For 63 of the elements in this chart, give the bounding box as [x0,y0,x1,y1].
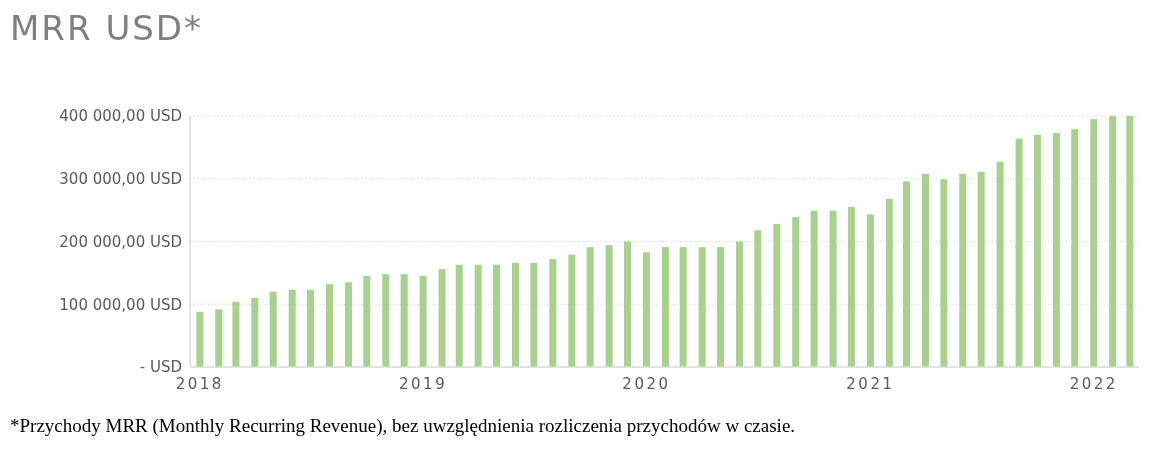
bar [419,276,427,367]
bar [959,173,967,367]
x-tick-label: 2018 [175,375,224,393]
bar [1015,138,1023,367]
bar [493,264,501,367]
bar [1090,119,1098,367]
bar [530,262,538,367]
bar [623,241,631,367]
bar [866,214,874,367]
y-tick-label: - USD [139,358,182,377]
bar [679,247,687,367]
bar [512,262,520,367]
y-tick-label: 400 000,00 USD [59,107,182,126]
bar [326,284,334,367]
bar [642,252,650,367]
bar [586,247,594,367]
bar [996,161,1004,367]
chart-title: MRR USD* [10,8,204,48]
bar [902,181,910,367]
bar [940,179,948,367]
bar [698,247,706,367]
bar [977,171,985,367]
bar [455,264,463,367]
bar [307,289,315,367]
x-tick-label: 2020 [622,375,671,393]
bar [1052,132,1060,367]
bar [829,210,837,367]
bar [754,230,762,367]
bar [1109,116,1117,367]
y-tick-label: 200 000,00 USD [59,232,182,251]
x-tick-label: 2019 [399,375,448,393]
bar [810,210,818,367]
bar [438,269,446,367]
bar [605,245,613,367]
bar [1126,116,1134,367]
bar [1033,134,1041,367]
y-tick-label: 100 000,00 USD [59,295,182,314]
bar [885,198,893,367]
bar [847,206,855,367]
x-tick-label: 2021 [846,375,895,393]
bar [269,291,277,367]
bar [921,173,929,367]
bar [792,217,800,367]
y-tick-label: 300 000,00 USD [59,170,182,188]
bar [215,309,223,367]
bar [288,289,296,367]
bar [735,241,743,367]
bar [716,247,724,367]
bar [196,311,204,367]
bar [232,301,240,367]
bar [549,259,557,367]
bar [363,276,371,367]
x-tick-label: 2022 [1069,375,1118,393]
bar [474,264,482,367]
bar [661,247,669,367]
bar [1071,129,1079,367]
bar [568,254,576,367]
bar [773,223,781,367]
bar [400,274,408,367]
text: *Przychody MRR (Monthly Recurring Revenue), bez uwzględnienia rozliczenia przychodów w czasie. [10,415,796,437]
bar [251,297,259,367]
bar [344,282,352,367]
bar [382,274,390,367]
